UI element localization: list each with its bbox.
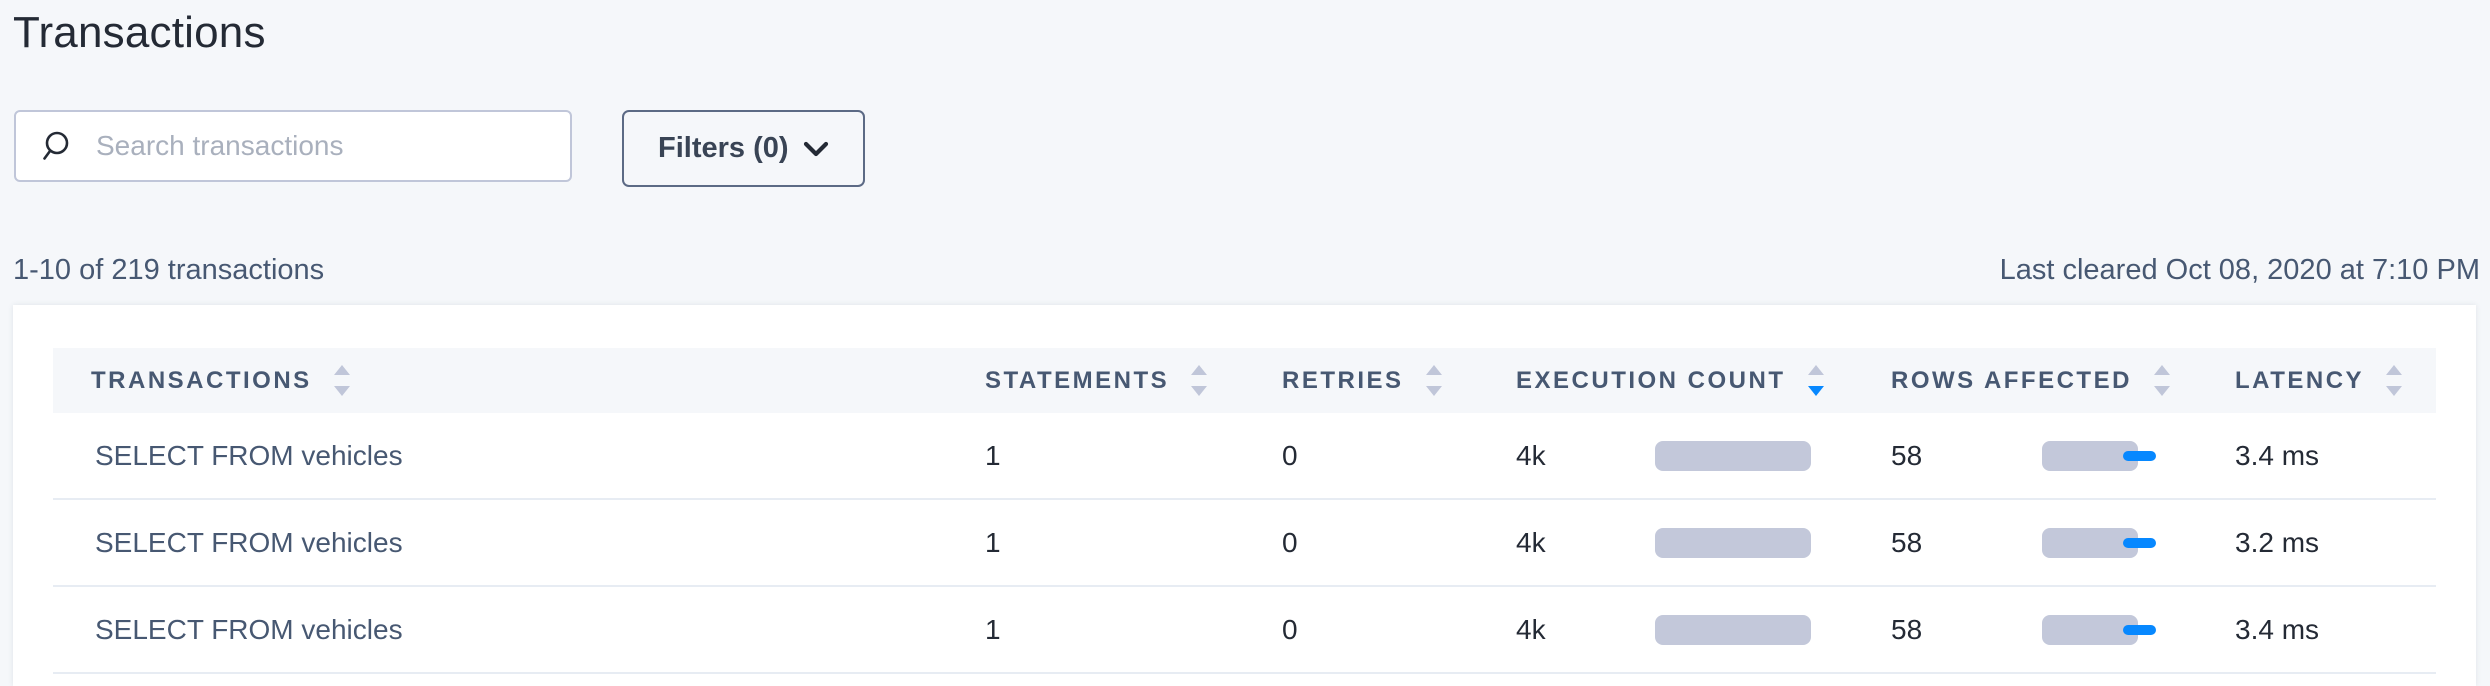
rows-affected-bar <box>2042 440 2138 471</box>
execution-count-bar <box>1655 614 1811 645</box>
sort-arrows-icon[interactable] <box>333 365 350 396</box>
chevron-down-icon <box>803 141 828 156</box>
execution-count-cell: 4k <box>1516 526 1546 558</box>
table-row: SELECT FROM vehicles 1 0 4k 58 3.2 ms <box>53 500 2436 587</box>
search-input[interactable] <box>96 130 556 162</box>
page-title: Transactions <box>13 8 266 57</box>
rows-affected-marker <box>2123 624 2156 635</box>
execution-count-bar <box>1655 440 1811 471</box>
last-cleared-text: Last cleared Oct 08, 2020 at 7:10 PM <box>1999 254 2480 286</box>
rows-affected-cell: 58 <box>1891 613 1923 645</box>
table-row: SELECT FROM vehicles 1 0 4k 58 3.4 ms <box>53 413 2436 500</box>
summary-line: 1-10 of 219 transactions Last cleared Oc… <box>13 254 2480 287</box>
rows-affected-marker <box>2123 450 2156 461</box>
filters-button[interactable]: Filters (0) <box>622 110 865 187</box>
column-header-rows-affected[interactable]: Rows Affected <box>1891 365 2235 396</box>
sort-arrows-icon[interactable] <box>1191 365 1208 396</box>
transaction-link[interactable]: SELECT FROM vehicles <box>95 613 403 645</box>
retries-cell: 0 <box>1282 526 1298 558</box>
controls-row: Filters (0) <box>14 110 865 187</box>
column-header-transactions[interactable]: Transactions <box>53 365 985 396</box>
execution-count-bar <box>1655 527 1811 558</box>
column-header-retries[interactable]: Retries <box>1282 365 1516 396</box>
rows-affected-cell: 58 <box>1891 439 1923 471</box>
rows-affected-cell: 58 <box>1891 526 1923 558</box>
sort-arrows-icon[interactable] <box>2153 365 2170 396</box>
rows-affected-marker <box>2123 537 2156 548</box>
search-box[interactable] <box>14 110 572 182</box>
latency-cell: 3.4 ms <box>2235 439 2320 471</box>
column-header-latency[interactable]: Latency <box>2235 365 2435 396</box>
transactions-table-card: Transactions Statements Retries Executio… <box>13 305 2476 686</box>
rows-affected-bar <box>2042 614 2138 645</box>
latency-cell: 3.2 ms <box>2235 526 2320 558</box>
retries-cell: 0 <box>1282 613 1298 645</box>
sort-arrows-icon[interactable] <box>2386 365 2403 396</box>
retries-cell: 0 <box>1282 439 1298 471</box>
execution-count-cell: 4k <box>1516 439 1546 471</box>
filters-button-label: Filters (0) <box>658 132 789 164</box>
sort-arrows-icon[interactable] <box>1425 365 1442 396</box>
statements-cell: 1 <box>985 439 1001 471</box>
transaction-link[interactable]: SELECT FROM vehicles <box>95 439 403 471</box>
transaction-link[interactable]: SELECT FROM vehicles <box>95 526 403 558</box>
rows-affected-bar <box>2042 527 2138 558</box>
latency-cell: 3.4 ms <box>2235 613 2320 645</box>
statements-cell: 1 <box>985 526 1001 558</box>
result-range-text: 1-10 of 219 transactions <box>13 254 325 286</box>
statements-cell: 1 <box>985 613 1001 645</box>
column-header-statements[interactable]: Statements <box>985 365 1282 396</box>
execution-count-cell: 4k <box>1516 613 1546 645</box>
column-header-execution-count[interactable]: Execution Count <box>1516 365 1891 396</box>
magnifier-icon <box>43 131 69 160</box>
sort-arrows-icon-active-desc[interactable] <box>1807 365 1824 396</box>
table-header-row: Transactions Statements Retries Executio… <box>53 348 2436 413</box>
table-row: SELECT FROM vehicles 1 0 4k 58 3.4 ms <box>53 587 2436 674</box>
